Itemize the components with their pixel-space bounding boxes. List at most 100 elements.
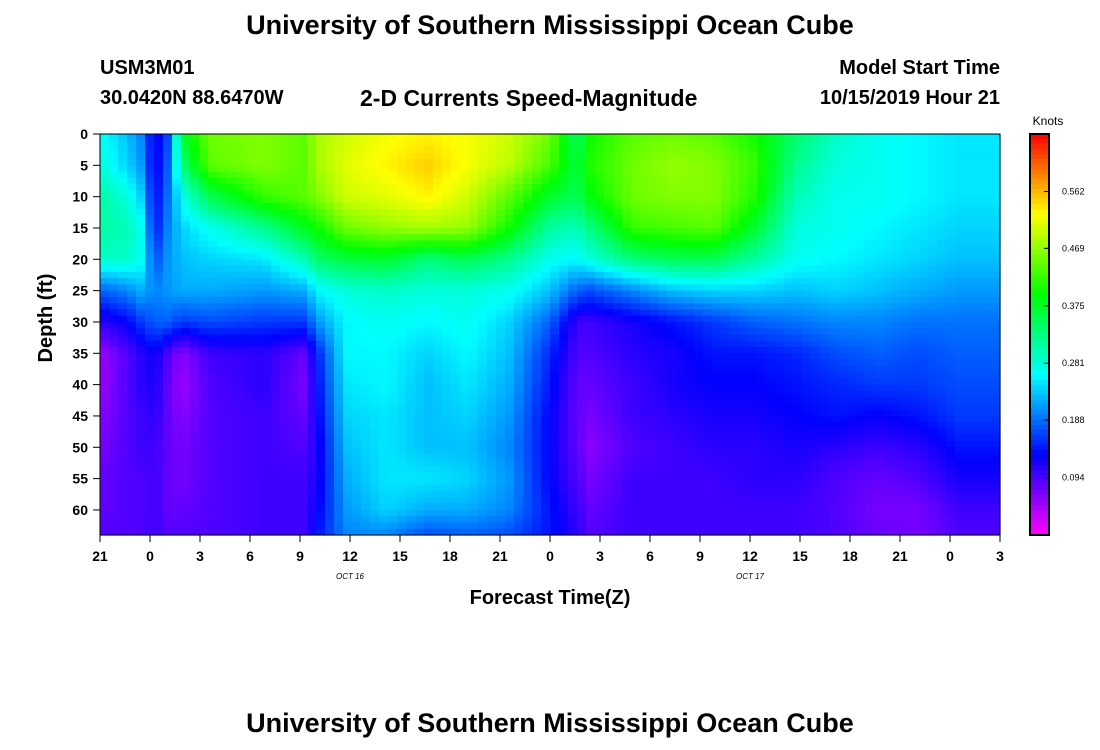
heatmap-cell — [946, 409, 956, 417]
heatmap-cell — [424, 315, 434, 323]
heatmap-cell — [451, 403, 461, 411]
heatmap-cell — [694, 296, 704, 304]
heatmap-cell — [316, 422, 326, 430]
heatmap-cell — [658, 215, 668, 223]
heatmap-cell — [289, 403, 299, 411]
heatmap-cell — [748, 246, 758, 254]
heatmap-cell — [316, 165, 326, 173]
heatmap-cell — [487, 378, 497, 386]
heatmap-cell — [829, 171, 839, 179]
heatmap-cell — [694, 221, 704, 229]
heatmap-cell — [919, 196, 929, 204]
heatmap-cell — [640, 422, 650, 430]
heatmap-cell — [586, 347, 596, 354]
heatmap-cell — [640, 165, 650, 173]
heatmap-cell — [757, 378, 767, 386]
heatmap-cell — [757, 202, 767, 210]
heatmap-cell — [199, 290, 209, 298]
heatmap-cell — [325, 246, 335, 254]
heatmap-cell — [316, 328, 326, 336]
heatmap-cell — [424, 159, 434, 166]
heatmap-cell — [892, 190, 902, 198]
heatmap-cell — [298, 159, 308, 166]
heatmap-cell — [640, 209, 650, 217]
heatmap-cell — [694, 278, 704, 285]
heatmap-cell — [208, 415, 218, 423]
heatmap-cell — [469, 378, 479, 386]
heatmap-cell — [955, 134, 965, 141]
heatmap-cell — [892, 215, 902, 223]
heatmap-cell — [127, 309, 137, 317]
heatmap-cell — [352, 347, 362, 354]
heatmap-cell — [136, 328, 146, 336]
heatmap-cell — [208, 146, 218, 154]
heatmap-cell — [352, 415, 362, 423]
heatmap-cell — [946, 403, 956, 411]
heatmap-cell — [487, 284, 497, 292]
heatmap-cell — [217, 303, 227, 311]
heatmap-cell — [100, 227, 110, 235]
heatmap-cell — [496, 353, 506, 361]
heatmap-cell — [442, 165, 452, 173]
heatmap-cell — [523, 378, 533, 386]
heatmap-cell — [901, 409, 911, 417]
heatmap-cell — [343, 284, 353, 292]
heatmap-cell — [883, 215, 893, 223]
heatmap-cell — [775, 190, 785, 198]
heatmap-cell — [874, 165, 884, 173]
heatmap-cell — [856, 146, 866, 154]
heatmap-cell — [127, 397, 137, 405]
heatmap-cell — [190, 184, 200, 191]
heatmap-cell — [649, 196, 659, 204]
heatmap-cell — [334, 340, 344, 348]
heatmap-cell — [154, 253, 164, 260]
heatmap-cell — [811, 428, 821, 436]
heatmap-cell — [226, 259, 236, 267]
heatmap-cell — [118, 347, 128, 354]
heatmap-cell — [676, 422, 686, 430]
heatmap-cell — [847, 296, 857, 304]
heatmap-cell — [460, 259, 470, 267]
heatmap-cell — [145, 234, 155, 242]
heatmap-cell — [595, 353, 605, 361]
heatmap-cell — [847, 397, 857, 405]
heatmap-cell — [424, 372, 434, 379]
heatmap-cell — [487, 265, 497, 273]
heatmap-cell — [190, 196, 200, 204]
heatmap-cell — [352, 340, 362, 348]
heatmap-cell — [316, 190, 326, 198]
heatmap-cell — [325, 372, 335, 379]
heatmap-cell — [946, 309, 956, 317]
heatmap-cell — [667, 177, 677, 185]
heatmap-cell — [523, 202, 533, 210]
heatmap-cell — [487, 234, 497, 242]
heatmap-cell — [676, 227, 686, 235]
heatmap-cell — [937, 334, 947, 342]
heatmap-cell — [136, 221, 146, 229]
heatmap-cell — [334, 165, 344, 173]
heatmap-cell — [775, 202, 785, 210]
heatmap-cell — [865, 422, 875, 430]
heatmap-cell — [136, 422, 146, 430]
heatmap-cell — [289, 303, 299, 311]
heatmap-cell — [613, 353, 623, 361]
heatmap-cell — [244, 428, 254, 436]
heatmap-cell — [460, 359, 470, 367]
heatmap-cell — [658, 378, 668, 386]
heatmap-cell — [892, 246, 902, 254]
heatmap-cell — [217, 347, 227, 354]
heatmap-cell — [199, 171, 209, 179]
heatmap-cell — [541, 284, 551, 292]
heatmap-cell — [829, 259, 839, 267]
heatmap-cell — [289, 190, 299, 198]
heatmap-cell — [757, 347, 767, 354]
heatmap-cell — [595, 134, 605, 141]
heatmap-cell — [361, 415, 371, 423]
heatmap-cell — [604, 415, 614, 423]
heatmap-cell — [199, 221, 209, 229]
heatmap-cell — [955, 152, 965, 160]
heatmap-cell — [496, 152, 506, 160]
heatmap-cell — [676, 403, 686, 411]
heatmap-cell — [280, 134, 290, 141]
heatmap-cell — [748, 209, 758, 217]
